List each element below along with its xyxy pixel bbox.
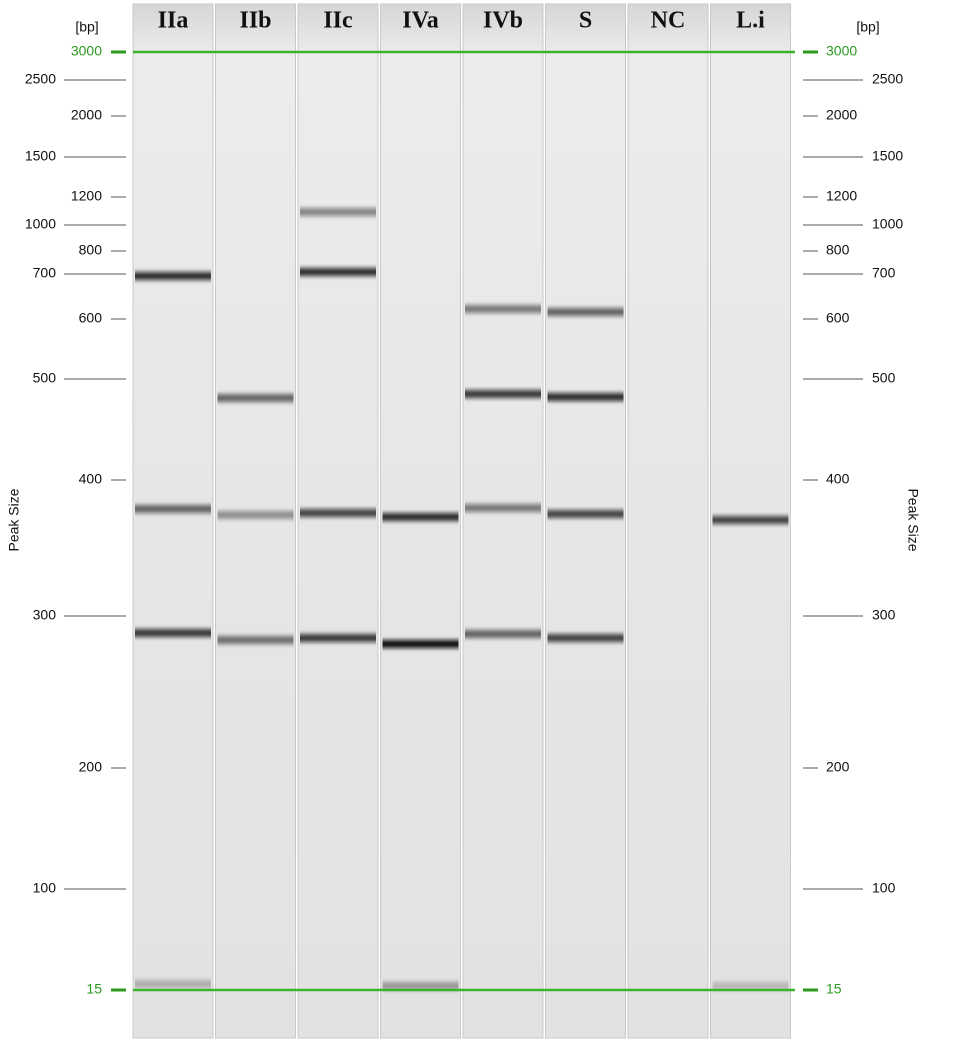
lane (545, 3, 626, 1039)
band (217, 636, 294, 644)
tick-label: 1500 (25, 148, 56, 164)
band (135, 980, 211, 988)
tick-label: 800 (79, 242, 103, 258)
band (217, 511, 294, 519)
tick-label: 200 (826, 759, 850, 775)
tick-label: 2000 (826, 107, 857, 123)
lane (215, 3, 296, 1039)
tick-label: 700 (33, 265, 57, 281)
lane-label: IVa (402, 8, 438, 34)
tick-label: 400 (79, 471, 103, 487)
band (465, 305, 541, 313)
band (465, 630, 541, 638)
ladder: 3000 3000 2500 2500 2000 2000 1500 1500 1200 1200… (25, 43, 904, 997)
lane-label: IIa (158, 8, 189, 34)
lane-label: L.i (736, 8, 765, 34)
tick-label: 100 (33, 880, 57, 896)
bands (135, 208, 789, 990)
tick-label: 15 (86, 981, 102, 997)
tick-label: 500 (872, 370, 896, 386)
band (135, 505, 211, 513)
lane-label: S (579, 8, 592, 34)
tick-label: 200 (79, 759, 103, 775)
band (300, 268, 376, 276)
tick-label: 300 (33, 607, 57, 623)
lane-label: IIb (239, 8, 271, 34)
axis-title: Peak Size (6, 488, 22, 551)
lane-label: IVb (483, 8, 523, 34)
tick-label: 600 (79, 310, 103, 326)
tick-label: 300 (872, 607, 896, 623)
band (382, 640, 459, 648)
band (300, 208, 376, 216)
tick-label: 500 (33, 370, 57, 386)
band (465, 390, 541, 398)
tick-label: 400 (826, 471, 850, 487)
band (300, 634, 376, 642)
lane (462, 3, 544, 1039)
tick-label: 1200 (71, 188, 102, 204)
lane (132, 3, 214, 1039)
lane-label: NC (651, 8, 686, 34)
band (135, 629, 211, 637)
tick-label: 2500 (872, 71, 903, 87)
tick-label: 3000 (71, 43, 102, 59)
tick-label: 2500 (25, 71, 56, 87)
lane-label: IIc (323, 8, 353, 34)
tick-label: 1200 (826, 188, 857, 204)
band (217, 394, 294, 402)
axis-title: Peak Size (905, 488, 921, 551)
band (300, 509, 376, 517)
tick-label: 1500 (872, 148, 903, 164)
band (547, 510, 624, 518)
band (465, 504, 541, 512)
tick-label: 700 (872, 265, 896, 281)
tick-label: 1000 (872, 216, 903, 232)
band (547, 634, 624, 642)
tick-label: 600 (826, 310, 850, 326)
tick-label: 100 (872, 880, 896, 896)
band (382, 513, 459, 521)
band (547, 393, 624, 401)
band (712, 982, 789, 990)
band (547, 308, 624, 316)
tick-label: 800 (826, 242, 850, 258)
tick-label: 1000 (25, 216, 56, 232)
lanes: IIa IIb IIc IVa IVb S NC L.i (132, 3, 791, 1039)
tick-label: 15 (826, 981, 842, 997)
band (382, 982, 459, 990)
unit-label: [bp] (856, 19, 879, 35)
tick-label: 3000 (826, 43, 857, 59)
tick-label: 2000 (71, 107, 102, 123)
band (135, 272, 211, 280)
band (712, 516, 789, 524)
lane (627, 3, 709, 1039)
unit-label: [bp] (75, 19, 98, 35)
lane (297, 3, 379, 1039)
